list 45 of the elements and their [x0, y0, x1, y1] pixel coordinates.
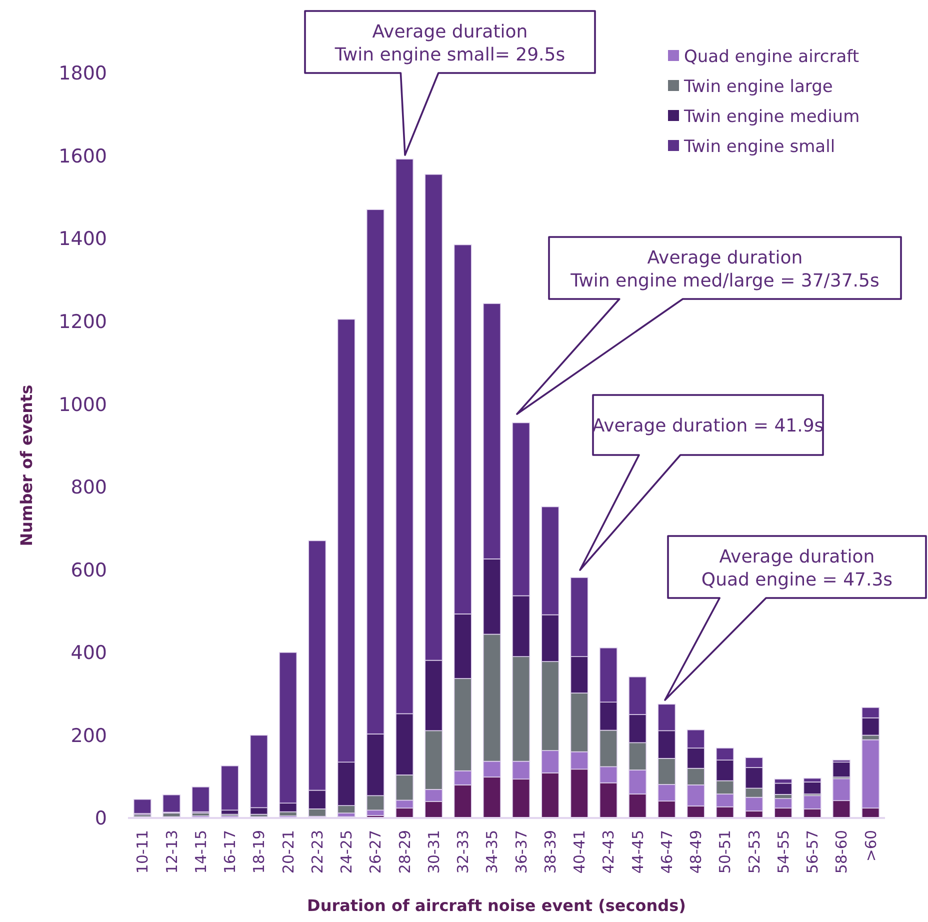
- x-tick-label: 44-45: [628, 830, 647, 874]
- x-tick-label: 26-27: [366, 830, 385, 874]
- x-tick-label: 18-19: [250, 830, 268, 874]
- x-tick-label: 30-31: [424, 830, 443, 874]
- y-tick-label: 1600: [58, 145, 107, 168]
- x-tick-label: 28-29: [396, 830, 414, 874]
- y-axis-title: Number of events: [17, 384, 36, 546]
- y-tick-label: 1000: [58, 394, 107, 416]
- y-tick-label: 800: [70, 476, 107, 499]
- annotation: Average duration Twin engine med/large = 37/37.5s: [570, 247, 880, 292]
- y-tick-label: 600: [70, 559, 107, 582]
- x-tick-label: 12-13: [162, 830, 181, 874]
- x-tick-label: 46-47: [658, 830, 676, 874]
- x-tick-label: 36-37: [512, 830, 530, 874]
- x-tick-label: 40-41: [570, 830, 589, 874]
- y-tick-label: 1400: [58, 228, 107, 250]
- x-tick-label: 42-43: [600, 830, 618, 874]
- x-tick-label: 10-11: [134, 830, 152, 874]
- x-tick-label: 14-15: [192, 830, 210, 874]
- legend-label: Quad engine aircraft: [684, 46, 860, 67]
- y-tick-label: 1800: [58, 62, 107, 85]
- y-tick-label: 400: [70, 642, 107, 664]
- legend-label: Twin engine small: [683, 136, 836, 157]
- x-tick-label: 58-60: [832, 830, 851, 874]
- x-tick-label: 54-55: [774, 830, 792, 874]
- annotation: Average duration Quad engine = 47.3s: [701, 546, 893, 590]
- x-tick-label: 48-49: [687, 830, 706, 874]
- x-tick-label: 34-35: [483, 830, 502, 874]
- x-tick-label: 50-51: [716, 830, 734, 874]
- x-tick-label: >60: [862, 830, 880, 862]
- x-tick-label: 20-21: [279, 830, 298, 874]
- x-tick-label: 22-23: [308, 830, 326, 874]
- legend-label: Twin engine large: [683, 76, 833, 97]
- x-tick-label: 38-39: [541, 830, 560, 874]
- text: Average duration Twin engine small= 29.5s: [334, 21, 566, 66]
- x-axis-title: Duration of aircraft noise event (seconds): [307, 896, 686, 915]
- x-tick-label: 56-57: [804, 830, 822, 874]
- y-tick-label: 1200: [58, 310, 107, 333]
- x-tick-label: 16-17: [221, 830, 240, 874]
- y-tick-label: 200: [70, 724, 107, 747]
- x-tick-label: 52-53: [745, 830, 764, 874]
- x-tick-label: 32-33: [454, 830, 472, 874]
- y-tick-label: 0: [94, 808, 107, 830]
- legend-label: Twin engine medium: [683, 106, 860, 127]
- x-tick-label: 24-25: [338, 830, 356, 874]
